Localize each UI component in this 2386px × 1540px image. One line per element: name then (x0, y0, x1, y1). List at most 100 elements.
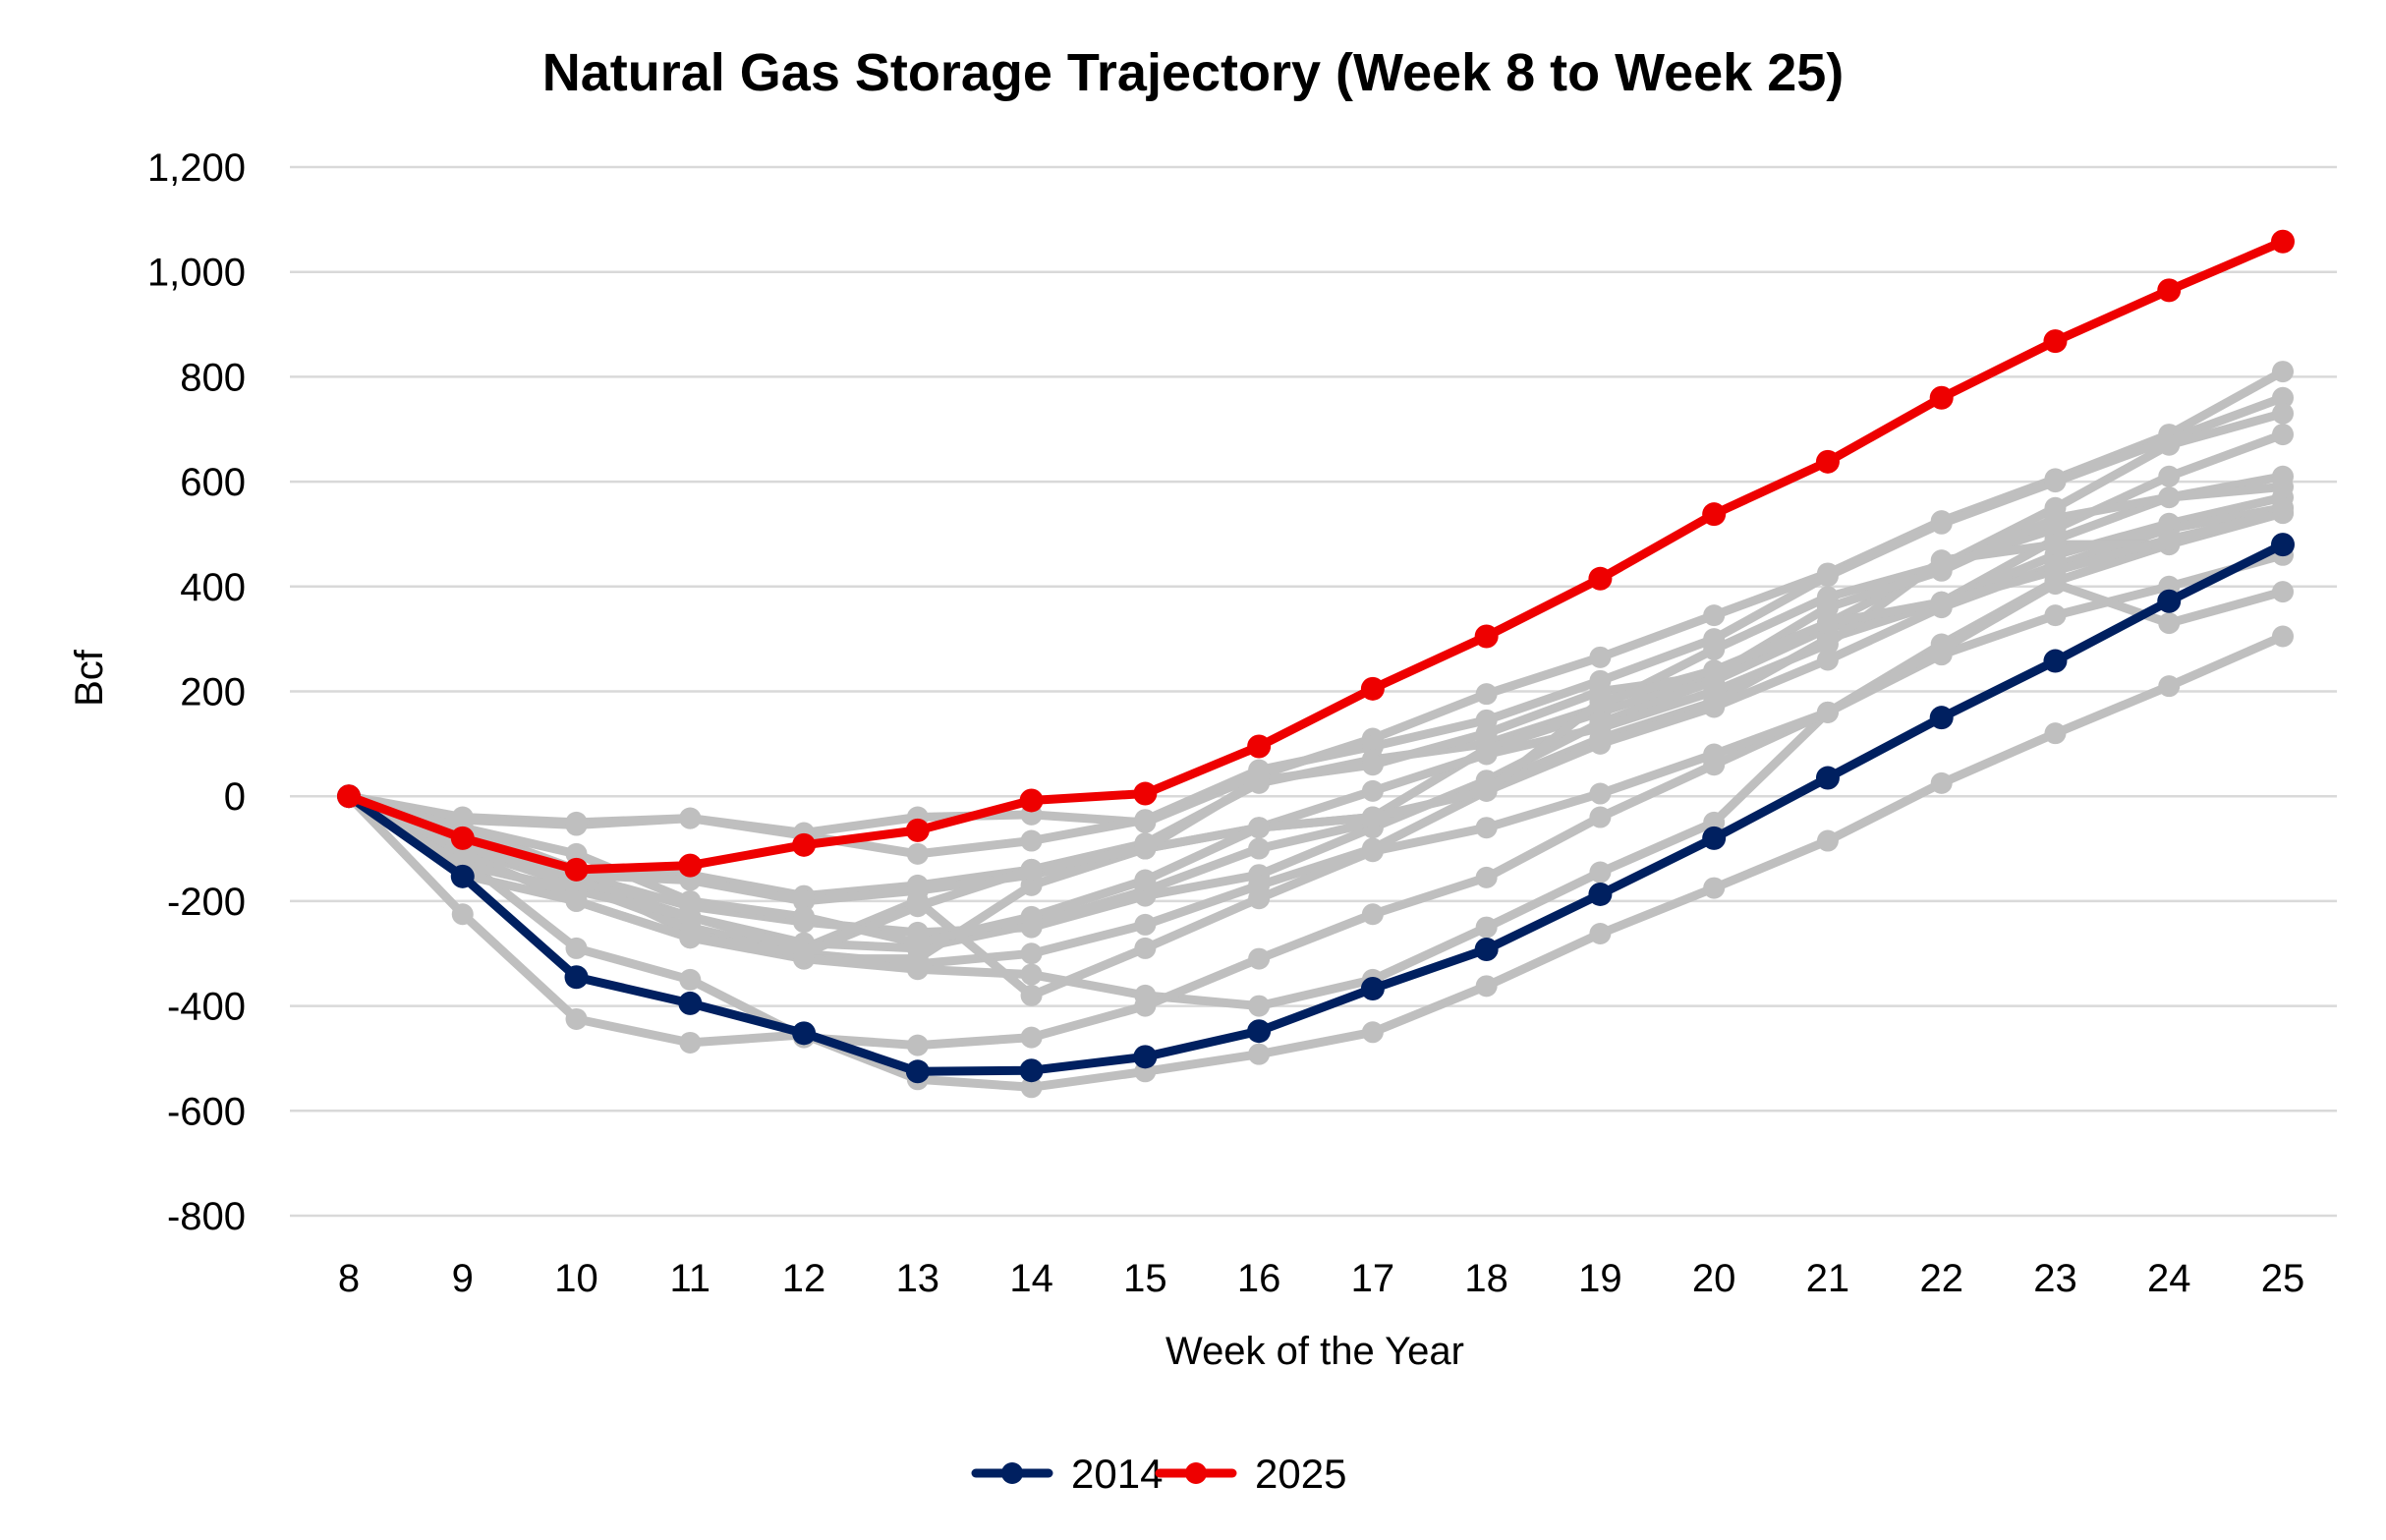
other-year-series-point (906, 932, 929, 954)
other-year-series-point (906, 842, 929, 865)
other-year-series-line (344, 550, 2288, 1051)
series-2014-point (1929, 706, 1954, 730)
other-year-series-point (906, 958, 929, 981)
other-year-series-point (2044, 604, 2067, 627)
legend-label-2025: 2025 (1255, 1451, 1346, 1497)
y-tick-label: 0 (224, 775, 246, 819)
other-year-series-point (1361, 1021, 1384, 1044)
other-year-series-point (679, 807, 702, 829)
other-year-series-point (1475, 866, 1498, 888)
other-year-series-point (1930, 512, 1953, 535)
series-2025-point (792, 832, 817, 857)
other-year-series-point (1020, 829, 1043, 852)
other-year-series-point (451, 903, 474, 926)
other-year-series-point (1134, 913, 1157, 936)
series-2025-point (905, 818, 930, 842)
series-2025-point (1019, 788, 1044, 813)
series-2025 (337, 229, 2295, 882)
other-year-series (338, 386, 2294, 865)
other-year-series-point (1930, 771, 1953, 794)
other-year-series-point (1589, 861, 1612, 884)
other-year-series-point (1020, 942, 1043, 965)
other-year-series-point (2272, 361, 2294, 383)
other-year-series-point (1816, 597, 1839, 619)
other-year-series-point (2158, 433, 2181, 456)
legend-item-2014[interactable]: 2014 (971, 1451, 1163, 1497)
other-year-series-point (1134, 937, 1157, 959)
other-year-series (338, 625, 2294, 1099)
other-year-series-point (1134, 995, 1157, 1017)
x-tick-label: 22 (1919, 1257, 1963, 1300)
other-year-series-line (344, 482, 2288, 958)
x-tick-label: 14 (1009, 1257, 1053, 1300)
series-2025-point (1474, 624, 1499, 649)
series-2025-point (564, 857, 589, 882)
x-axis-label: Week of the Year (1165, 1330, 1464, 1373)
other-year-series-point (1930, 591, 1953, 613)
legend: 2014 2025 (971, 1451, 1346, 1497)
other-year-series-point (1703, 696, 1726, 718)
other-year-series-point (2272, 424, 2294, 446)
other-year-series-point (1703, 638, 1726, 660)
legend-item-2025[interactable]: 2025 (1155, 1451, 1346, 1497)
other-year-series-point (1930, 559, 1953, 582)
other-year-series-point (1020, 874, 1043, 896)
legend-marker-2025 (1185, 1462, 1207, 1484)
other-year-series-point (1475, 722, 1498, 745)
series-2025-point (1815, 449, 1840, 474)
other-year-series-point (1020, 1026, 1043, 1049)
other-year-series-point (2158, 486, 2181, 509)
other-year-series-point (1816, 701, 1839, 723)
series-2014-point (2157, 589, 2182, 613)
other-year-series-line (344, 508, 2288, 948)
series-2014-point (2271, 533, 2295, 557)
other-year-series-point (1703, 743, 1726, 766)
x-tick-label: 23 (2033, 1257, 2077, 1300)
other-year-series-point (1930, 638, 1953, 660)
series-2014-point (1133, 1045, 1158, 1069)
highlight-series (337, 229, 2295, 1084)
other-year-series-point (679, 889, 702, 912)
other-year-series-point (1816, 612, 1839, 635)
other-year-series-point (2044, 507, 2067, 530)
y-tick-label: -800 (167, 1195, 246, 1238)
other-year-series-point (1475, 975, 1498, 998)
series-2014-point (564, 965, 589, 990)
series-2014-point (450, 864, 475, 888)
x-tick-label: 20 (1692, 1257, 1736, 1300)
other-year-series-point (2158, 465, 2181, 487)
series-2014-point (1360, 976, 1385, 1000)
other-year-series-line (344, 579, 2288, 1000)
other-year-series-point (1589, 922, 1612, 944)
series-2025-point (337, 784, 361, 809)
other-year-series-point (1475, 817, 1498, 839)
other-year-series-point (565, 937, 588, 959)
series-2014-point (2043, 649, 2068, 673)
other-year-series-line (344, 393, 2288, 859)
other-year-series-point (1475, 916, 1498, 939)
other-year-series-point (2158, 675, 2181, 698)
x-tick-label: 19 (1578, 1257, 1622, 1300)
series-2014 (337, 533, 2295, 1084)
x-tick-label: 12 (782, 1257, 826, 1300)
x-tick-label: 18 (1464, 1257, 1508, 1300)
other-year-series-point (1589, 716, 1612, 739)
other-year-series-point (1589, 806, 1612, 828)
x-tick-label: 15 (1123, 1257, 1167, 1300)
other-year-series-point (1248, 770, 1271, 792)
other-year-series-point (1361, 806, 1384, 828)
x-tick-label: 17 (1351, 1257, 1395, 1300)
series-2025-point (1247, 734, 1272, 759)
y-tick-label: -200 (167, 881, 246, 924)
legend-marker-2014 (1001, 1462, 1023, 1484)
other-year-series-point (2044, 471, 2067, 493)
other-year-series-point (1361, 840, 1384, 863)
other-year-series-point (793, 889, 816, 912)
other-year-series-point (1589, 691, 1612, 713)
other-year-series-point (565, 1007, 588, 1030)
series-2014-point (1815, 766, 1840, 790)
other-year-series-point (1816, 565, 1839, 588)
other-year-series-point (679, 927, 702, 949)
other-year-series-point (1248, 837, 1271, 860)
other-year-series-point (679, 968, 702, 991)
